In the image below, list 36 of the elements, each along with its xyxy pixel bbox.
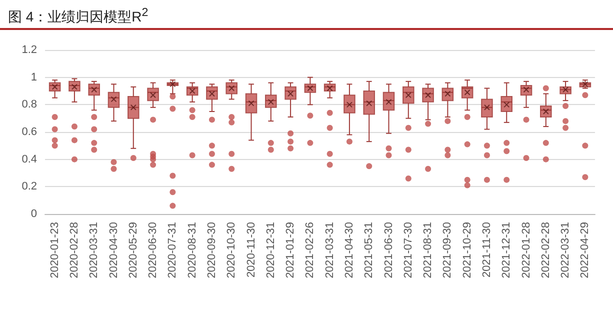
x-tick-label: 2021-02-26	[304, 222, 316, 278]
x-tick-label: 2021-06-30	[382, 222, 395, 278]
y-tick-label: 0.2	[22, 180, 37, 193]
y-tick-label: 1	[30, 71, 37, 84]
y-tick-label: 0.4	[22, 153, 37, 166]
x-tick-label: 2020-03-31	[88, 222, 100, 278]
x-tick-label: 2022-03-31	[560, 222, 572, 278]
x-tick-label: 2020-02-28	[68, 222, 80, 278]
x-tick-label: 2021-09-30	[442, 222, 454, 278]
x-tick-label: 2021-04-30	[343, 222, 356, 278]
x-tick-label: 2021-05-31	[363, 222, 376, 278]
x-tick-label: 2021-03-31	[324, 222, 336, 278]
x-tick-label: 2020-10-30	[226, 222, 238, 278]
x-tick-label: 2021-11-30	[480, 222, 493, 278]
x-tick-label: 2020-05-29	[127, 222, 140, 278]
x-tick-label: 2021-08-31	[422, 222, 434, 278]
y-tick-label: 1.2	[22, 44, 37, 56]
x-tick-label: 2020-08-31	[186, 222, 198, 278]
x-tick-label: 2022-01-28	[520, 222, 532, 278]
x-tick-label: 2022-02-28	[540, 222, 552, 278]
x-tick-label: 2020-12-31	[264, 222, 277, 278]
x-tick-label: 2020-07-31	[166, 222, 179, 278]
x-tick-label: 2020-06-30	[147, 222, 160, 278]
x-tick-label: 2021-10-29	[461, 222, 474, 278]
x-tick-label: 2021-01-29	[284, 222, 297, 278]
x-tick-label: 2020-01-23	[48, 222, 61, 278]
y-tick-label: 0	[30, 208, 37, 220]
x-tick-label: 2020-11-30	[245, 222, 258, 278]
x-tick-label: 2021-12-31	[500, 222, 513, 278]
x-tick-label: 2020-04-30	[108, 222, 120, 278]
y-tick-label: 0.6	[22, 126, 37, 138]
x-tick-label: 2020-09-30	[206, 222, 218, 278]
chart-title: 图 4：业绩归因模型R$^{2}$	[8, 6, 148, 27]
x-tick-label: 2022-04-29	[579, 222, 592, 278]
x-tick-label: 2021-07-30	[402, 222, 414, 278]
y-tick-label: 0.8	[22, 98, 37, 111]
